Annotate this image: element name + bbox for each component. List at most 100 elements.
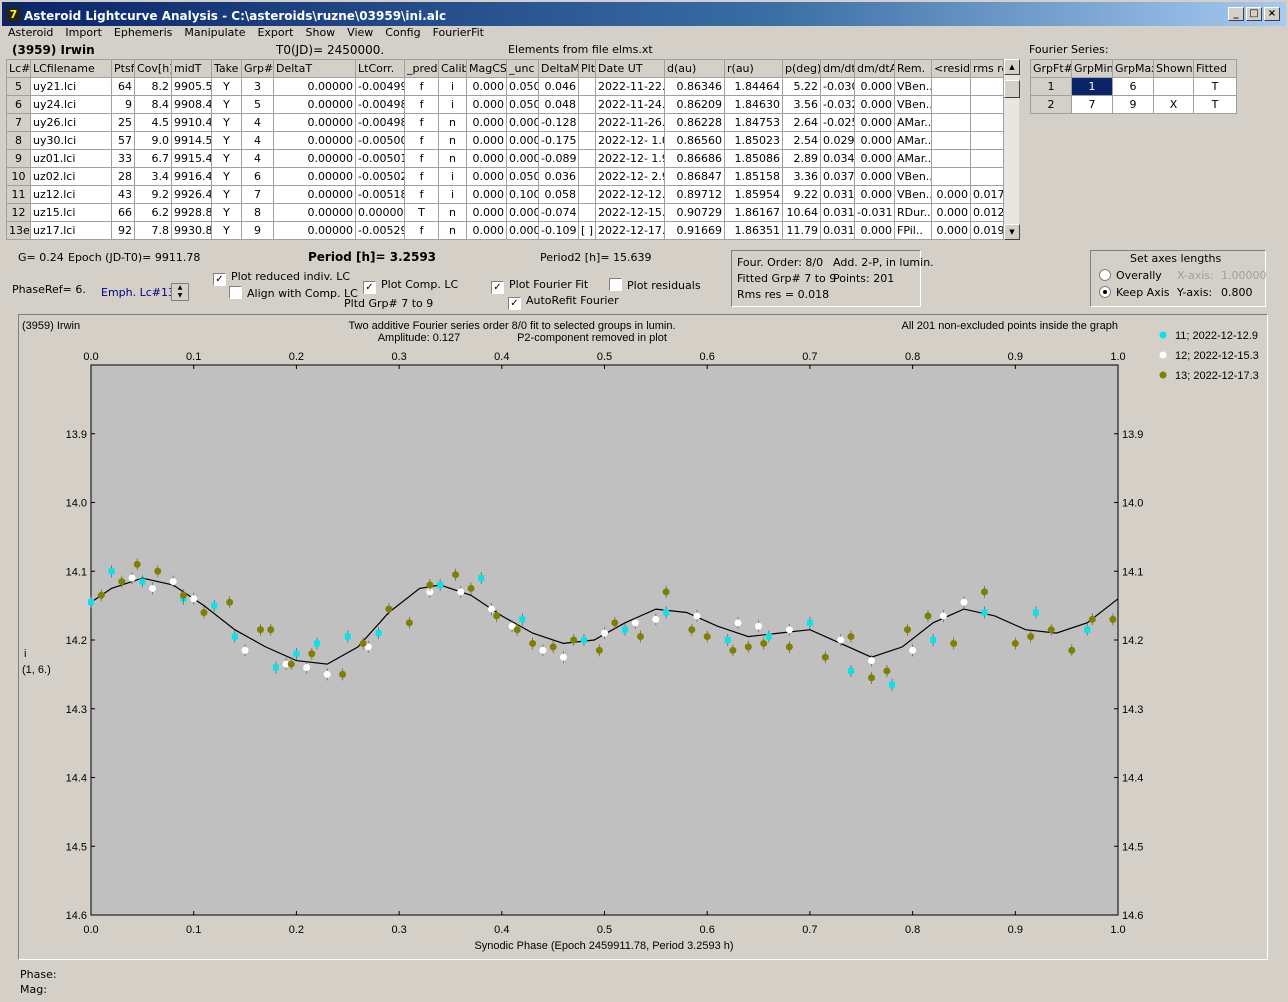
table-cell[interactable] [931, 77, 971, 96]
table-cell[interactable]: 0.019 [970, 221, 1004, 240]
table-cell[interactable]: 0.031 [820, 221, 855, 240]
menu-export[interactable]: Export [257, 26, 294, 39]
table-cell[interactable]: 9 [111, 95, 135, 114]
table-cell[interactable]: 0.000 [931, 203, 971, 222]
table-cell[interactable]: AMar.. [894, 149, 932, 168]
table-cell[interactable]: 0.048 [538, 95, 579, 114]
table-cell[interactable]: -0.175 [538, 131, 579, 150]
table-cell[interactable]: 9.2 [134, 185, 172, 204]
table-cell[interactable]: 0.000 [854, 185, 895, 204]
period2-value[interactable]: Period2 [h]= 15.639 [540, 251, 652, 264]
table-cell[interactable]: 0.00000 [273, 77, 356, 96]
table-cell[interactable]: 0.050 [506, 167, 539, 186]
table-cell[interactable]: 0.00000 [355, 203, 405, 222]
table-cell[interactable]: 8.4 [134, 95, 172, 114]
table-cell[interactable]: i [438, 185, 467, 204]
table-cell[interactable]: 0.000 [854, 131, 895, 150]
table-cell[interactable]: 5 [6, 77, 31, 96]
table-cell[interactable]: 1.85023 [724, 131, 783, 150]
table-cell[interactable]: 0.000 [466, 131, 507, 150]
scroll-thumb[interactable] [1004, 80, 1020, 98]
column-header[interactable]: Grp# [241, 59, 274, 78]
fourier-column-header[interactable]: Shown [1153, 59, 1194, 78]
table-cell[interactable]: 0.036 [538, 167, 579, 186]
table-cell[interactable]: 8.2 [134, 77, 172, 96]
table-cell[interactable]: 0.000 [854, 77, 895, 96]
table-cell[interactable]: VBen.. [894, 77, 932, 96]
table-cell[interactable]: 0.012 [970, 203, 1004, 222]
table-cell[interactable]: 2.89 [782, 149, 821, 168]
table-cell[interactable]: 9930.8 [171, 221, 212, 240]
scroll-up-icon[interactable]: ▲ [1004, 59, 1020, 75]
table-cell[interactable]: 2022-12- 1.0 [595, 131, 665, 150]
table-cell[interactable]: 2.54 [782, 131, 821, 150]
table-cell[interactable]: FPil.. [894, 221, 932, 240]
table-cell[interactable]: 0.000 [506, 203, 539, 222]
table-row[interactable]: 5 uy21.lci 64 8.2 9905.5 Y 3 0.00000 -0.00499 f i 0… [6, 77, 1004, 96]
table-cell[interactable]: 9928.8 [171, 203, 212, 222]
menu-show[interactable]: Show [305, 26, 336, 39]
table-cell[interactable]: uz17.lci [30, 221, 112, 240]
table-cell[interactable]: -0.00499 [355, 77, 405, 96]
table-cell[interactable]: -0.00500 [355, 131, 405, 150]
table-cell[interactable]: 10 [6, 167, 31, 186]
table-cell[interactable]: 0.000 [854, 167, 895, 186]
column-header[interactable]: Date UT [595, 59, 665, 78]
table-cell[interactable]: 0.100 [506, 185, 539, 204]
table-cell[interactable]: n [438, 131, 467, 150]
table-cell[interactable]: i [438, 95, 467, 114]
table-cell[interactable]: 12 [6, 203, 31, 222]
plot-fourier-checkbox[interactable]: ✓ Plot Fourier Fit [491, 278, 588, 294]
table-cell[interactable]: 0.037 [820, 167, 855, 186]
table-cell[interactable]: 9.0 [134, 131, 172, 150]
table-cell[interactable]: 6 [6, 95, 31, 114]
table-cell[interactable]: 4 [241, 149, 274, 168]
table-cell[interactable]: 9 [241, 221, 274, 240]
emph-lc-spinner[interactable]: ▲ ▼ [171, 283, 189, 301]
spin-down-icon[interactable]: ▼ [177, 292, 183, 299]
fourier-column-header[interactable]: Fitted [1193, 59, 1237, 78]
table-cell[interactable]: 9914.5 [171, 131, 212, 150]
minimize-button[interactable]: _ [1228, 7, 1244, 21]
table-cell[interactable]: 0.031 [820, 185, 855, 204]
plot-comp-checkbox[interactable]: ✓ Plot Comp. LC [363, 278, 458, 294]
table-cell[interactable]: 3.56 [782, 95, 821, 114]
table-cell[interactable]: 6.2 [134, 203, 172, 222]
fourier-table-cell[interactable]: X [1153, 95, 1194, 114]
table-cell[interactable]: 7.8 [134, 221, 172, 240]
column-header[interactable]: Cov[h] [134, 59, 172, 78]
table-cell[interactable]: -0.00498 [355, 95, 405, 114]
column-header[interactable]: Lc# [6, 59, 31, 78]
table-cell[interactable]: uy30.lci [30, 131, 112, 150]
table-cell[interactable]: 2022-12-17.3 [595, 221, 665, 240]
table-cell[interactable]: Y [211, 77, 242, 96]
table-cell[interactable] [931, 113, 971, 132]
fourier-column-header[interactable]: GrpFt# [1030, 59, 1072, 78]
table-cell[interactable]: n [438, 203, 467, 222]
table-cell[interactable]: 2022-12-15.3 [595, 203, 665, 222]
table-cell[interactable] [970, 113, 1004, 132]
table-cell[interactable] [970, 131, 1004, 150]
table-cell[interactable]: 0.000 [506, 113, 539, 132]
table-cell[interactable]: 6.7 [134, 149, 172, 168]
table-cell[interactable]: 1.86167 [724, 203, 783, 222]
table-cell[interactable] [578, 185, 596, 204]
period-value[interactable]: Period [h]= 3.2593 [308, 250, 437, 264]
fourier-table-cell[interactable]: 2 [1030, 95, 1072, 114]
table-cell[interactable]: Y [211, 95, 242, 114]
column-header[interactable]: LtCorr. [355, 59, 405, 78]
x-axis-length-field[interactable]: 1.00000 [1221, 269, 1267, 282]
table-cell[interactable]: i [438, 167, 467, 186]
table-cell[interactable] [970, 77, 1004, 96]
table-cell[interactable]: 1.85954 [724, 185, 783, 204]
column-header[interactable]: Ptsf [111, 59, 135, 78]
table-cell[interactable]: 0.86228 [664, 113, 725, 132]
table-cell[interactable]: 1.86351 [724, 221, 783, 240]
table-cell[interactable]: 0.050 [506, 77, 539, 96]
table-cell[interactable]: 0.00000 [273, 185, 356, 204]
table-cell[interactable] [578, 77, 596, 96]
keep-axis-radio[interactable]: Keep Axis [1099, 286, 1170, 299]
table-cell[interactable]: 28 [111, 167, 135, 186]
autorefit-checkbox[interactable]: ✓ AutoRefit Fourier [508, 294, 619, 310]
